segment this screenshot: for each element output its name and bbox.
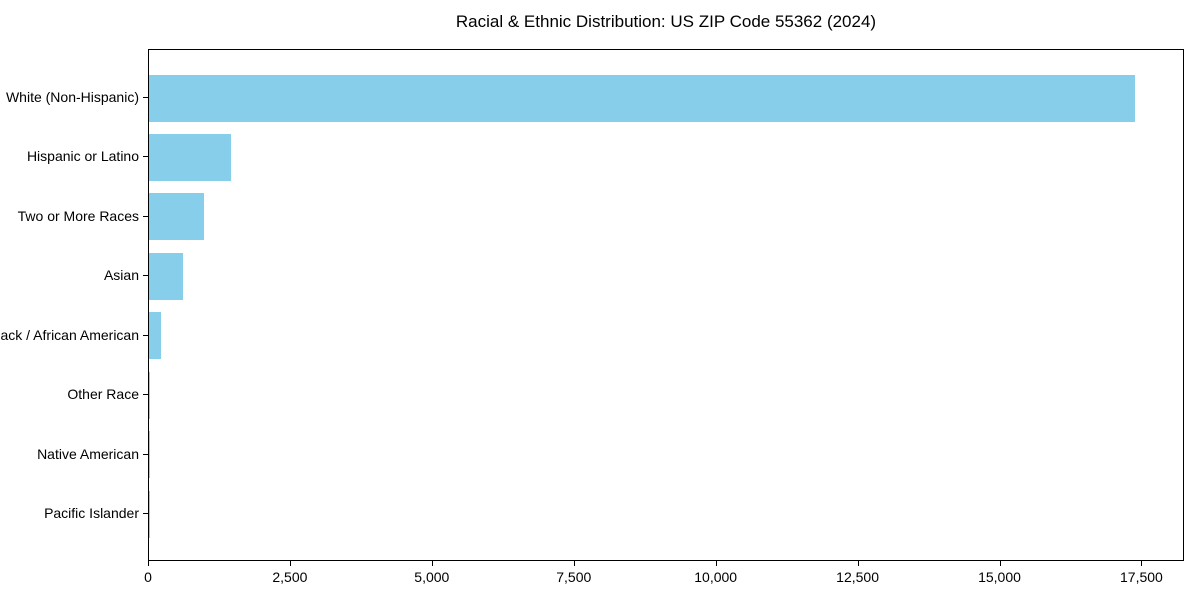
- y-tick-label-pacific-islander: Pacific Islander: [44, 505, 139, 521]
- y-tick-label-hispanic-or-latino: Hispanic or Latino: [26, 148, 139, 165]
- y-tick-mark: [143, 275, 148, 277]
- x-tick-label-2500: 2,500: [272, 569, 308, 585]
- bar-asian: [149, 252, 183, 300]
- x-tick-mark: [999, 561, 1001, 566]
- x-tick-label-0: 0: [144, 569, 152, 585]
- x-tick-mark: [148, 561, 149, 566]
- y-tick-mark: [143, 97, 148, 98]
- x-tick-mark: [289, 561, 291, 566]
- x-tick-label-17500: 17,500: [1120, 569, 1163, 585]
- x-tick-mark: [715, 561, 717, 566]
- x-tick-mark: [573, 561, 575, 566]
- x-tick-label-15000: 15,000: [978, 569, 1021, 585]
- plot-area: [148, 49, 1184, 561]
- x-tick-label-12500: 12,500: [836, 569, 879, 585]
- bar-two-or-more-races: [149, 193, 204, 241]
- y-tick-mark: [143, 453, 148, 455]
- y-tick-label-native-american: Native American: [37, 445, 139, 462]
- y-tick-mark: [143, 156, 148, 158]
- y-tick-mark: [143, 394, 148, 396]
- x-tick-label-7500: 7,500: [556, 569, 592, 585]
- y-tick-label-black-african-american: Black / African American: [0, 326, 139, 343]
- y-tick-label-other-race: Other Race: [67, 386, 139, 403]
- y-tick-label-two-or-more-races: Two or More Races: [17, 207, 139, 224]
- chart-title: Racial & Ethnic Distribution: US ZIP Cod…: [455, 12, 877, 31]
- y-tick-label-white-non-hispanic: White (Non-Hispanic): [5, 89, 139, 105]
- y-tick-mark: [143, 513, 148, 514]
- bar-hispanic-or-latino: [149, 133, 232, 181]
- x-tick-mark: [857, 561, 859, 566]
- x-tick-label-10000: 10,000: [694, 569, 738, 585]
- y-tick-mark: [143, 215, 148, 217]
- bar-white-non-hispanic: [149, 74, 1135, 122]
- x-tick-mark: [431, 561, 433, 566]
- x-tick-label-5000: 5,000: [414, 569, 450, 585]
- x-tick-mark: [1141, 561, 1143, 566]
- bar-native-american: [149, 431, 150, 479]
- y-tick-mark: [143, 334, 148, 336]
- bar-black-african-american: [149, 312, 162, 360]
- bar-other-race: [149, 371, 151, 419]
- y-tick-label-asian: Asian: [103, 267, 139, 284]
